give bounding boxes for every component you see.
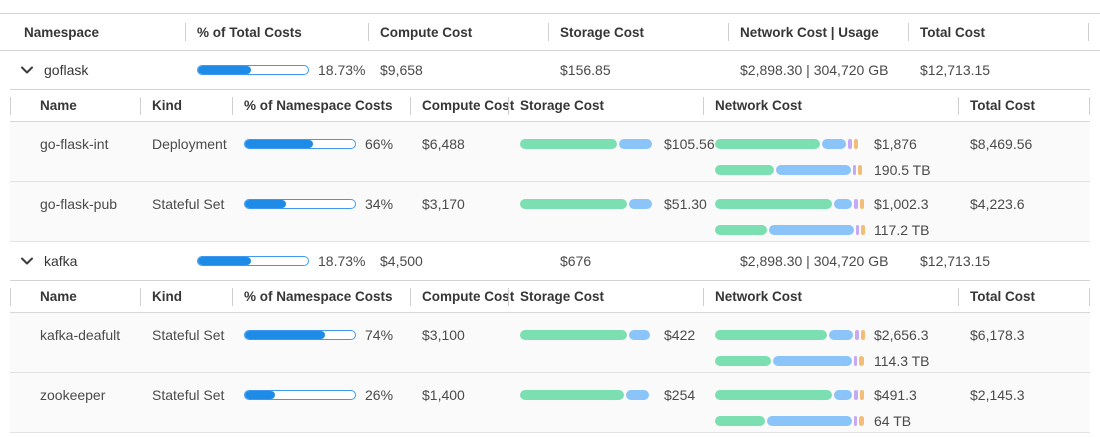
kafka-workloads-table: Name Kind % of Namespace Costs Compute C… bbox=[10, 280, 1090, 433]
percent-of-total-value: 18.73% bbox=[318, 62, 366, 78]
workload-table-header: Name Kind % of Namespace Costs Compute C… bbox=[10, 89, 1090, 122]
network-cost-usage-value: $2,898.30 | 304,720 GB bbox=[740, 253, 889, 269]
column-header-namespace: Namespace bbox=[24, 24, 100, 40]
workload-row-go-flask-pub: go-flask-pub Stateful Set 34% $3,170 $51… bbox=[10, 182, 1090, 242]
column-header-kind: Kind bbox=[140, 289, 232, 304]
network-cost-bar bbox=[715, 199, 865, 209]
total-cost-value: $12,713.15 bbox=[920, 253, 991, 269]
column-header-compute-cost: Compute Cost bbox=[410, 98, 514, 113]
column-header-pct-namespace-costs: % of Namespace Costs bbox=[232, 98, 410, 113]
column-header-network-cost: Network Cost bbox=[703, 289, 958, 304]
storage-cost-bar bbox=[520, 199, 655, 209]
column-header-storage-cost: Storage Cost bbox=[548, 25, 728, 40]
workload-name: kafka-deafult bbox=[40, 327, 121, 343]
storage-cost-value: $422 bbox=[664, 327, 696, 343]
percent-of-namespace-value: 66% bbox=[365, 136, 394, 152]
network-usage-value: 190.5 TB bbox=[874, 162, 931, 178]
namespace-row-kafka[interactable]: kafka 18.73% $4,500 $676 $2,898.30 | 304… bbox=[0, 242, 1100, 280]
workload-table-header: Name Kind % of Namespace Costs Compute C… bbox=[10, 280, 1090, 313]
network-usage-bar bbox=[715, 416, 865, 426]
column-header-storage-cost: Storage Cost bbox=[508, 289, 703, 304]
column-header-kind: Kind bbox=[140, 98, 232, 113]
percent-of-total-bar bbox=[197, 256, 309, 266]
compute-cost-value: $3,170 bbox=[422, 196, 465, 212]
column-header-name: Name bbox=[40, 289, 77, 304]
percent-of-namespace-value: 74% bbox=[365, 327, 394, 343]
total-cost-value: $12,713.15 bbox=[920, 62, 991, 78]
total-cost-value: $2,145.3 bbox=[970, 387, 1025, 403]
percent-of-total-value: 18.73% bbox=[318, 253, 366, 269]
storage-cost-bar bbox=[520, 390, 655, 400]
namespace-name: kafka bbox=[44, 253, 78, 269]
column-header-total-cost: Total Cost bbox=[958, 98, 1090, 113]
storage-cost-value: $676 bbox=[560, 253, 592, 269]
column-header-pct-namespace-costs: % of Namespace Costs bbox=[232, 289, 410, 304]
network-usage-bar bbox=[715, 165, 865, 175]
network-usage-value: 64 TB bbox=[874, 413, 912, 429]
percent-of-namespace-bar bbox=[244, 139, 356, 149]
column-header-compute-cost: Compute Cost bbox=[368, 25, 548, 40]
network-usage-value: 117.2 TB bbox=[874, 222, 930, 238]
workload-name: go-flask-int bbox=[40, 136, 109, 152]
compute-cost-value: $3,100 bbox=[422, 327, 465, 343]
network-cost-usage-value: $2,898.30 | 304,720 GB bbox=[740, 62, 889, 78]
network-cost-value: $1,002.3 bbox=[874, 196, 929, 212]
storage-cost-value: $105.56 bbox=[664, 136, 715, 152]
column-header-name: Name bbox=[40, 98, 77, 113]
network-usage-bar bbox=[715, 356, 865, 366]
storage-cost-bar bbox=[520, 330, 655, 340]
compute-cost-value: $4,500 bbox=[380, 253, 423, 269]
column-header-compute-cost: Compute Cost bbox=[410, 289, 514, 304]
percent-of-namespace-value: 26% bbox=[365, 387, 394, 403]
network-usage-value: 114.3 TB bbox=[874, 353, 930, 369]
total-cost-value: $8,469.56 bbox=[970, 136, 1033, 152]
percent-of-namespace-bar bbox=[244, 390, 356, 400]
network-cost-bar bbox=[715, 139, 865, 149]
compute-cost-value: $9,658 bbox=[380, 62, 423, 78]
column-header-network-cost-usage: Network Cost | Usage bbox=[728, 25, 908, 40]
namespace-name: goflask bbox=[44, 62, 89, 78]
workload-row-zookeeper: zookeeper Stateful Set 26% $1,400 $254 $… bbox=[10, 373, 1090, 433]
total-cost-value: $4,223.6 bbox=[970, 196, 1025, 212]
goflask-workloads-table: Name Kind % of Namespace Costs Compute C… bbox=[10, 89, 1090, 242]
percent-of-namespace-bar bbox=[244, 330, 356, 340]
network-cost-value: $2,656.3 bbox=[874, 327, 929, 343]
column-header-total-cost: Total Cost bbox=[958, 289, 1090, 304]
namespace-table-header: Namespace % of Total Costs Compute Cost … bbox=[0, 13, 1100, 51]
column-header-storage-cost: Storage Cost bbox=[508, 98, 703, 113]
column-header-total-cost: Total Cost bbox=[908, 25, 1100, 40]
workload-kind: Stateful Set bbox=[152, 196, 225, 212]
compute-cost-value: $1,400 bbox=[422, 387, 465, 403]
network-usage-bar bbox=[715, 225, 865, 235]
percent-of-namespace-value: 34% bbox=[365, 196, 394, 212]
workload-name: zookeeper bbox=[40, 387, 106, 403]
network-cost-value: $1,876 bbox=[874, 136, 917, 152]
storage-cost-value: $254 bbox=[664, 387, 696, 403]
namespace-row-goflask[interactable]: goflask 18.73% $9,658 $156.85 $2,898.30 … bbox=[0, 51, 1100, 89]
compute-cost-value: $6,488 bbox=[422, 136, 465, 152]
network-cost-bar bbox=[715, 390, 865, 400]
chevron-down-icon[interactable] bbox=[20, 254, 34, 268]
workload-kind: Stateful Set bbox=[152, 387, 225, 403]
workload-name: go-flask-pub bbox=[40, 196, 118, 212]
total-cost-value: $6,178.3 bbox=[970, 327, 1025, 343]
column-header-network-cost: Network Cost bbox=[703, 98, 958, 113]
chevron-down-icon[interactable] bbox=[20, 63, 34, 77]
column-header-pct-total-costs: % of Total Costs bbox=[185, 25, 368, 40]
storage-cost-bar bbox=[520, 139, 655, 149]
storage-cost-value: $51.30 bbox=[664, 196, 707, 212]
percent-of-total-bar bbox=[197, 65, 309, 75]
workload-row-kafka-deafult: kafka-deafult Stateful Set 74% $3,100 $4… bbox=[10, 313, 1090, 373]
workload-kind: Stateful Set bbox=[152, 327, 225, 343]
percent-of-namespace-bar bbox=[244, 199, 356, 209]
workload-row-go-flask-int: go-flask-int Deployment 66% $6,488 $105.… bbox=[10, 122, 1090, 182]
storage-cost-value: $156.85 bbox=[560, 62, 611, 78]
workload-kind: Deployment bbox=[152, 136, 227, 152]
network-cost-value: $491.3 bbox=[874, 387, 917, 403]
network-cost-bar bbox=[715, 330, 866, 340]
